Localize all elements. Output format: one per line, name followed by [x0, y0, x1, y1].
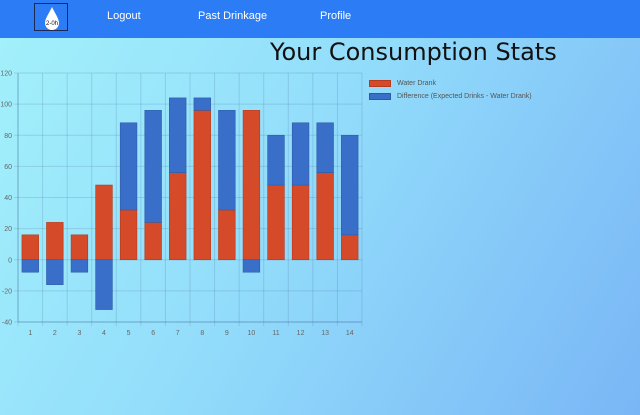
- y-tick-label: 0: [8, 257, 12, 264]
- x-tick-label: 14: [346, 330, 354, 337]
- bar-difference: [119, 122, 138, 211]
- logout-link[interactable]: Logout: [107, 10, 141, 22]
- bar-water: [21, 234, 39, 261]
- bar-water: [193, 110, 211, 261]
- x-tick-label: 8: [200, 330, 204, 337]
- x-tick-label: 11: [272, 330, 279, 337]
- bar-water: [341, 234, 359, 261]
- bar-difference: [169, 97, 187, 173]
- legend-swatch-difference: [369, 93, 391, 100]
- x-tick-label: 1: [28, 330, 32, 337]
- y-tick-label: 100: [0, 102, 12, 109]
- x-tick-label: 4: [102, 330, 106, 337]
- bar-water: [316, 172, 334, 261]
- x-tick-label: 3: [77, 330, 81, 337]
- legend-swatch-water: [369, 80, 391, 87]
- y-tick-label: 20: [4, 226, 12, 233]
- bar-water: [267, 184, 285, 261]
- bar-difference: [341, 134, 359, 236]
- y-tick-label: 40: [4, 195, 12, 202]
- bar-difference: [316, 122, 334, 173]
- logo-button[interactable]: 2-0h: [34, 3, 68, 31]
- legend-label-water: Water Drank: [397, 80, 437, 87]
- x-tick-label: 6: [151, 330, 155, 337]
- bar-difference: [144, 110, 162, 223]
- bar-difference: [267, 134, 285, 186]
- x-tick-label: 13: [321, 330, 329, 337]
- bar-water: [169, 172, 187, 261]
- legend-item-water[interactable]: Water Drank: [369, 77, 532, 90]
- y-tick-label: -20: [2, 288, 12, 295]
- x-tick-label: 10: [248, 330, 256, 337]
- bar-difference: [291, 122, 310, 186]
- legend-item-difference[interactable]: Difference (Expected Drinks - Water Dran…: [369, 90, 532, 103]
- bar-water: [46, 222, 64, 261]
- bar-water: [291, 184, 310, 261]
- bar-difference: [242, 259, 261, 273]
- x-tick-label: 7: [176, 330, 180, 337]
- bar-water: [95, 184, 113, 261]
- water-drop-icon: 2-0h: [45, 7, 59, 30]
- y-tick-label: 80: [4, 133, 12, 140]
- navbar: 2-0h Logout Past Drinkage Profile: [0, 0, 640, 38]
- profile-link[interactable]: Profile: [320, 10, 352, 22]
- bar-difference: [46, 259, 64, 285]
- bar-water: [70, 234, 89, 261]
- legend-label-difference: Difference (Expected Drinks - Water Dran…: [397, 93, 532, 100]
- logo-text: 2-0h: [46, 21, 58, 27]
- bar-water: [119, 209, 138, 261]
- chart-legend: Water Drank Difference (Expected Drinks …: [369, 77, 532, 103]
- bar-water: [218, 209, 236, 261]
- y-tick-label: 60: [4, 164, 12, 171]
- bar-difference: [95, 259, 113, 310]
- x-tick-label: 5: [127, 330, 131, 337]
- bar-water: [242, 110, 261, 261]
- bar-difference: [218, 110, 236, 211]
- page-title: Your Consumption Stats: [270, 38, 557, 66]
- x-tick-label: 9: [225, 330, 229, 337]
- y-tick-label: 120: [0, 71, 12, 78]
- bar-water: [144, 222, 162, 261]
- past-drinkage-link[interactable]: Past Drinkage: [198, 10, 268, 22]
- bar-difference: [21, 259, 39, 273]
- y-tick-label: -40: [2, 320, 12, 327]
- bar-difference: [70, 259, 89, 273]
- x-tick-label: 12: [297, 330, 305, 337]
- x-tick-label: 2: [53, 330, 57, 337]
- bar-difference: [193, 97, 211, 111]
